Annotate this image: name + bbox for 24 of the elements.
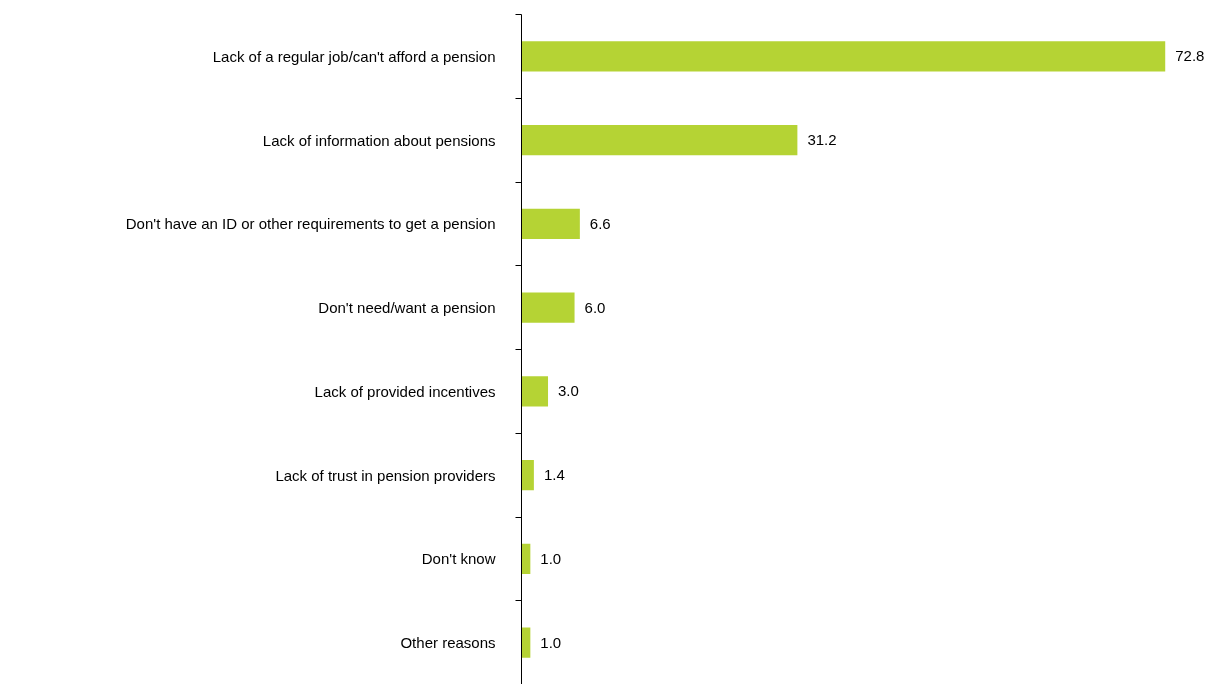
y-tick-label: Don't know	[421, 550, 496, 568]
data-label: 1.4	[543, 466, 565, 484]
bar	[521, 208, 580, 239]
bar	[521, 543, 531, 574]
data-label: 31.2	[807, 131, 837, 149]
bar	[521, 460, 534, 491]
data-label: 1.0	[540, 549, 562, 567]
bar	[521, 125, 798, 156]
y-tick-label: Lack of provided incentives	[314, 382, 496, 400]
y-tick-label: Don't need/want a pension	[318, 299, 496, 317]
bar	[521, 292, 575, 323]
bar	[521, 627, 531, 658]
data-label: 72.8	[1175, 47, 1205, 65]
y-tick-label: Other reasons	[400, 634, 496, 652]
y-tick-label: Don't have an ID or other requirements to get a pension	[125, 215, 496, 233]
data-label: 6.6	[589, 214, 611, 232]
data-label: 6.0	[584, 298, 606, 316]
data-label: 3.0	[558, 382, 579, 400]
bar	[521, 376, 549, 407]
y-tick-label: Lack of information about pensions	[262, 131, 496, 149]
data-label: 1.0	[540, 633, 562, 651]
y-tick-label: Lack of a regular job/can't afford a pension	[212, 47, 496, 65]
bar	[521, 41, 1166, 72]
y-tick-label: Lack of trust in pension providers	[275, 466, 496, 484]
